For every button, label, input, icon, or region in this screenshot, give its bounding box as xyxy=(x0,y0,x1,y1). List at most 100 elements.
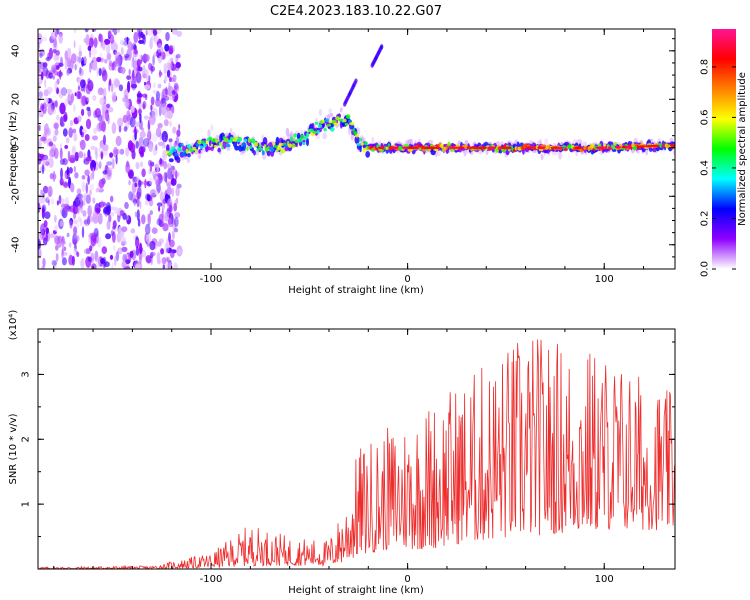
heatmap-cell xyxy=(105,233,112,240)
heatmap-cell xyxy=(435,146,440,150)
heatmap-cell xyxy=(123,40,128,46)
heatmap-cell xyxy=(328,108,333,114)
heatmap-cell xyxy=(589,143,596,149)
heatmap-cell xyxy=(38,81,41,91)
heatmap-cell xyxy=(206,146,211,151)
heatmap-cell xyxy=(43,220,48,228)
heatmap-cell xyxy=(151,133,158,143)
heatmap-cell xyxy=(136,187,142,198)
heatmap-cell xyxy=(44,123,49,135)
heatmap-cell xyxy=(73,40,76,49)
heatmap-cell xyxy=(42,185,49,194)
heatmap-cell xyxy=(537,146,546,150)
heatmap-cell xyxy=(149,160,153,172)
heatmap-cell xyxy=(103,206,109,214)
heatmap-cell xyxy=(60,116,64,127)
heatmap-cell xyxy=(152,29,157,34)
heatmap-cell xyxy=(80,194,86,204)
heatmap-cell xyxy=(130,105,135,113)
heatmap-cell xyxy=(81,226,85,239)
heatmap-cell xyxy=(160,103,167,116)
heatmap-cell xyxy=(125,162,131,174)
heatmap-cell xyxy=(156,163,159,173)
heatmap-cell xyxy=(115,55,121,68)
heatmap-cell xyxy=(101,67,106,77)
heatmap-cell xyxy=(211,138,217,143)
x-tick-label: 100 xyxy=(595,574,614,585)
heatmap-cell xyxy=(90,252,95,264)
heatmap-cell xyxy=(137,218,141,227)
heatmap-cell xyxy=(66,232,70,238)
heatmap-cell xyxy=(87,205,92,217)
snr-ticks: -100 0 100 1 2 3 xyxy=(21,329,675,585)
heatmap-cell xyxy=(125,147,130,157)
heatmap-cell xyxy=(98,179,105,189)
heatmap-cell xyxy=(110,195,114,203)
heatmap-cell xyxy=(63,203,70,212)
heatmap-cell xyxy=(164,96,170,101)
heatmap-cell xyxy=(62,181,69,187)
heatmap-cell xyxy=(38,260,41,269)
heatmap-cell xyxy=(146,194,151,202)
heatmap-cell xyxy=(159,132,163,141)
heatmap-cell xyxy=(389,146,399,150)
heatmap-cell xyxy=(129,116,136,128)
heatmap-cell xyxy=(121,260,127,269)
heatmap-cell xyxy=(239,151,245,156)
heatmap-cell xyxy=(210,146,214,151)
heatmap-cell xyxy=(266,150,271,157)
heatmap-cell xyxy=(117,247,123,255)
heatmap-cell xyxy=(133,44,137,51)
x-tick-label: 100 xyxy=(595,274,614,285)
heatmap-cell xyxy=(160,92,163,97)
heatmap-cell xyxy=(103,173,106,179)
heatmap-cell xyxy=(104,58,108,64)
heatmap-cell xyxy=(478,150,483,155)
heatmap-cell xyxy=(133,31,139,44)
heatmap-cell xyxy=(80,131,85,138)
heatmap-cell xyxy=(614,141,617,146)
heatmap-cell xyxy=(113,245,116,251)
heatmap-cell xyxy=(85,34,90,46)
heatmap-cell xyxy=(95,207,101,213)
heatmap-cell xyxy=(161,130,168,143)
heatmap-cell xyxy=(165,180,171,187)
heatmap-cell xyxy=(168,148,174,154)
heatmap-cell xyxy=(328,120,333,124)
heatmap-cell xyxy=(574,146,582,150)
heatmap-cell xyxy=(79,139,86,151)
heatmap-cell xyxy=(148,177,153,185)
heatmap-cell xyxy=(73,103,76,112)
heatmap-cell xyxy=(59,220,64,227)
heatmap-x-axis-label: Height of straight line (km) xyxy=(288,285,424,296)
heatmap-cell xyxy=(135,161,140,170)
heatmap-cell xyxy=(352,128,355,132)
heatmap-cell xyxy=(96,56,102,63)
y-tick-label: -20 xyxy=(11,188,22,204)
heatmap-cell xyxy=(59,116,64,127)
heatmap-cell xyxy=(406,146,415,150)
heatmap-cell xyxy=(129,250,134,258)
heatmap-cell xyxy=(136,195,140,208)
heatmap-cell xyxy=(124,266,131,269)
heatmap-cell xyxy=(102,170,108,175)
heatmap-cell xyxy=(53,260,57,269)
heatmap-cell xyxy=(45,227,49,235)
heatmap-cell xyxy=(99,97,105,106)
heatmap-cell xyxy=(94,108,101,118)
heatmap-cell xyxy=(134,45,138,55)
heatmap-cell xyxy=(157,259,161,265)
heatmap-cell xyxy=(87,149,91,159)
heatmap-cell xyxy=(47,90,52,96)
heatmap-cell xyxy=(69,60,74,70)
heatmap-cell xyxy=(58,194,62,205)
heatmap-cell xyxy=(157,43,163,53)
heatmap-cell xyxy=(96,67,99,77)
heatmap-cell xyxy=(197,140,202,145)
heatmap-cell xyxy=(128,68,131,76)
heatmap-cell xyxy=(146,213,151,221)
heatmap-cell xyxy=(144,54,150,62)
heatmap-cell xyxy=(43,127,50,137)
heatmap-cell xyxy=(54,129,59,136)
heatmap-cell xyxy=(175,136,179,147)
